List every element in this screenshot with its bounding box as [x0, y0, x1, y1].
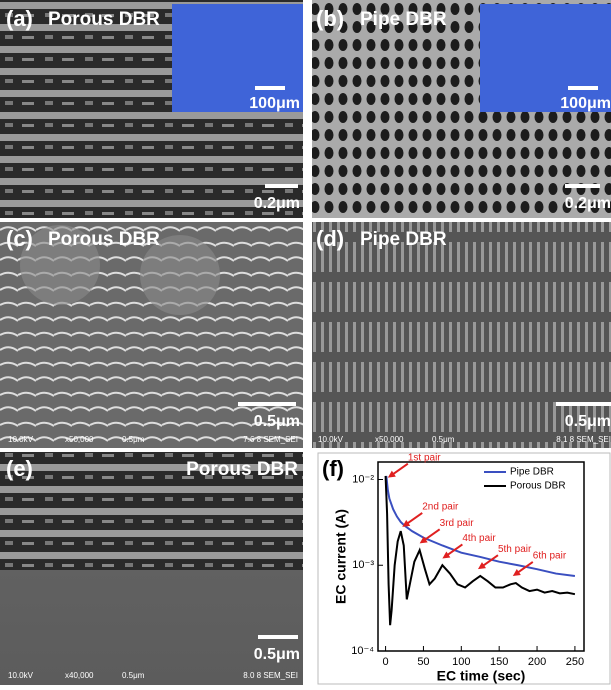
panel-d: (d) Pipe DBR 0.5μm 10.0kV x50,000 0.5μm … — [312, 222, 611, 448]
sem-footer: 7.6 8 SEM_SEI — [243, 435, 298, 444]
annotation: 6th pair — [533, 551, 567, 562]
x-tick-label: 150 — [490, 656, 508, 668]
line-series — [384, 475, 576, 626]
scale-label: 0.5μm — [254, 646, 300, 663]
panel-c: (c) Porous DBR 0.5μm 10.0kV x50,000 0.5μ… — [0, 222, 303, 448]
sem-footer: 0.5μm — [122, 435, 145, 444]
annotation: 5th pair — [498, 544, 532, 555]
grain — [140, 235, 220, 315]
scale-label: 0.5μm — [254, 413, 300, 430]
annotation-arrowhead — [402, 519, 411, 527]
plot-frame — [377, 461, 585, 652]
sem-footer: 10.0kV — [8, 671, 34, 680]
annotation-arrowhead — [512, 568, 521, 576]
sem-footer: 8.0 8 SEM_SEI — [243, 671, 298, 680]
panel-e: (e) Porous DBR 0.5μm 10.0kV x40,000 0.5μ… — [0, 452, 303, 685]
sem-footer: 0.5μm — [122, 671, 145, 680]
y-tick-label: 10⁻³ — [352, 559, 374, 571]
annotation: 1st pair — [408, 452, 441, 463]
scale-label: 0.2μm — [254, 195, 300, 212]
panel-label: (f) — [322, 456, 344, 481]
scale-label: 100μm — [560, 95, 611, 112]
sem-footer: 10.0kV — [318, 435, 344, 444]
x-tick-label: 100 — [452, 656, 470, 668]
panel-label: (d) — [316, 226, 344, 251]
sem-footer: x40,000 — [65, 671, 94, 680]
inset-image — [172, 4, 303, 112]
panel-title: Pipe DBR — [360, 229, 447, 250]
y-axis-label: EC current (A) — [333, 509, 349, 604]
sem-footer: 10.0kV — [8, 435, 34, 444]
sem-footer: x50,000 — [375, 435, 404, 444]
panel-title: Pipe DBR — [360, 9, 447, 30]
grain — [20, 225, 100, 305]
chart-background — [317, 452, 611, 685]
annotation-arrowhead — [477, 562, 486, 570]
legend-label: Pipe DBR — [510, 467, 554, 478]
panel-label: (c) — [6, 226, 33, 251]
annotation: 4th pair — [462, 533, 496, 544]
annotation-arrowhead — [442, 551, 451, 559]
x-tick-label: 250 — [566, 656, 584, 668]
panel-label: (a) — [6, 6, 33, 31]
sem-footer: 8.1 8 SEM_SEI — [556, 435, 611, 444]
scale-label: 0.5μm — [565, 413, 611, 430]
x-tick-label: 0 — [383, 656, 389, 668]
scale-label: 0.2μm — [565, 195, 611, 212]
panel-label: (b) — [316, 6, 344, 31]
sem-layers — [0, 452, 303, 570]
sem-footer: x50,000 — [65, 435, 94, 444]
panel-title: Porous DBR — [48, 229, 160, 250]
panel-f: 0 50 100 150 200 250 10⁻⁴ 10⁻³ 10⁻² EC time (sec)… — [317, 452, 611, 685]
panel-title: Porous DBR — [186, 459, 298, 480]
panel-b: (b) Pipe DBR 100μm 0.2μm — [312, 0, 611, 218]
x-tick-label: 50 — [417, 656, 429, 668]
annotation: 2nd pair — [422, 502, 459, 513]
x-axis-label: EC time (sec) — [437, 668, 526, 684]
panel-label: (e) — [6, 456, 33, 481]
annotation-arrowhead — [387, 470, 396, 478]
y-tick-label: 10⁻² — [352, 473, 374, 485]
sem-footer: 0.5μm — [432, 435, 455, 444]
y-tick-label: 10⁻⁴ — [351, 645, 374, 657]
scale-label: 100μm — [249, 95, 300, 112]
legend-label: Porous DBR — [510, 481, 566, 492]
panel-a: (a) Porous DBR 100μm 0.2μm — [0, 0, 303, 218]
annotation: 3rd pair — [440, 518, 475, 529]
panel-title: Porous DBR — [48, 9, 160, 30]
sem-image — [312, 222, 611, 448]
inset-image — [480, 4, 611, 112]
annotation-arrowhead — [419, 536, 428, 544]
x-tick-label: 200 — [528, 656, 546, 668]
